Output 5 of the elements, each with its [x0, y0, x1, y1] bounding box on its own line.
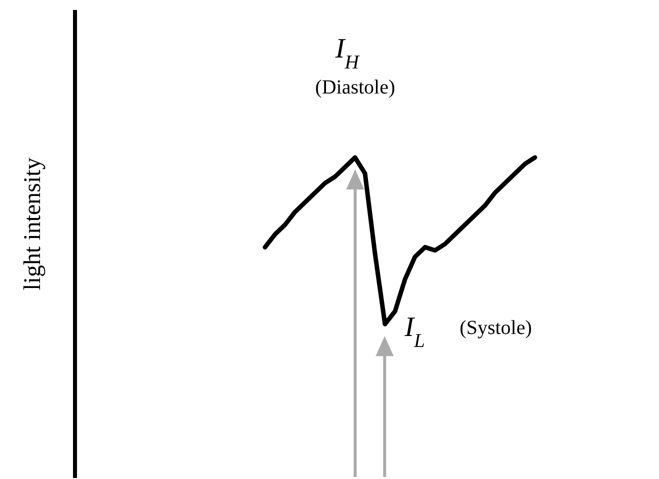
y-axis-title: light intensity [20, 158, 46, 290]
text: (Diastole) [315, 76, 396, 98]
annotation: I$_{L}$ [404, 312, 425, 352]
text: I$_{H}$ [334, 33, 361, 73]
annotation: (Systole) [460, 317, 532, 340]
